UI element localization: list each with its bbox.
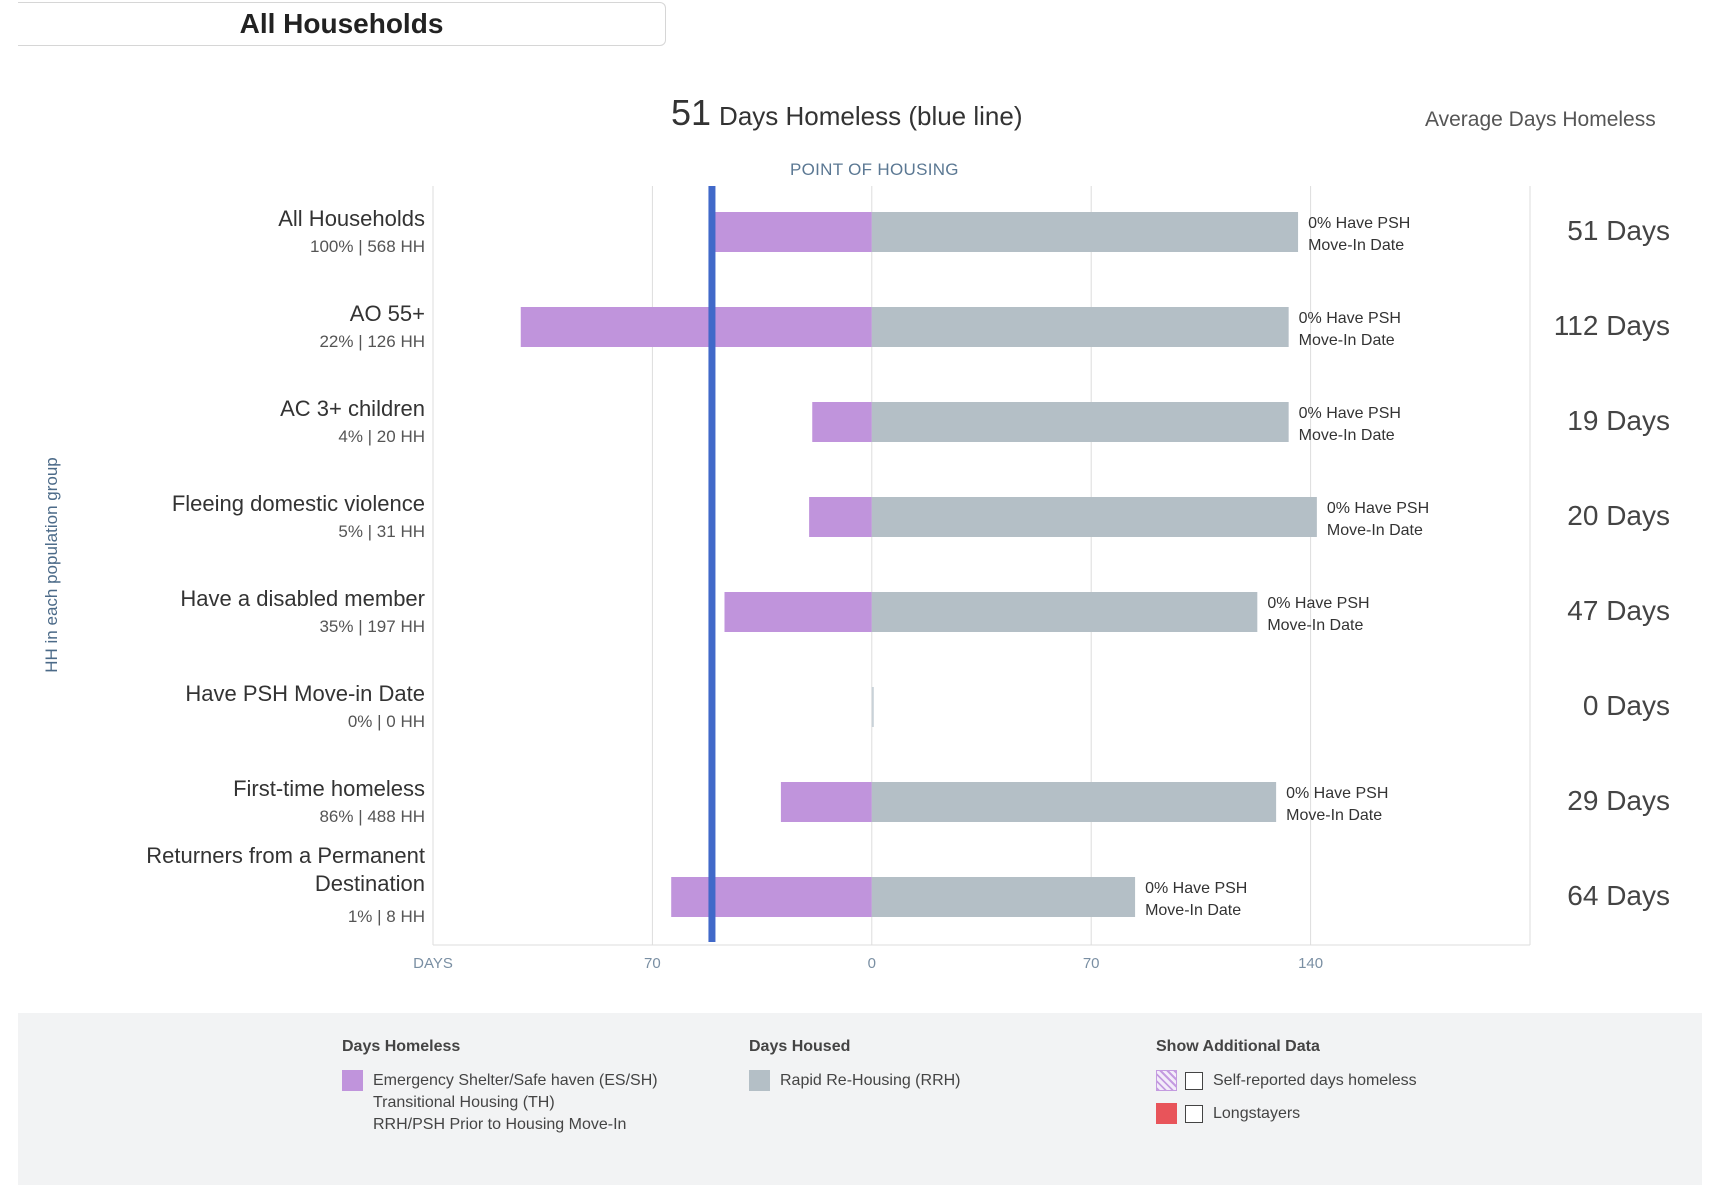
housed-bar: [871, 497, 1317, 537]
housed-bar: [871, 592, 1258, 632]
homeless-bar: [520, 307, 872, 347]
housed-swatch: [749, 1070, 770, 1091]
legend-days-housed: Days Housed Rapid Re-Housing (RRH): [749, 1038, 961, 1104]
bar-annotation: 0% Have PSH: [1145, 880, 1247, 897]
legend-days-homeless-title: Days Homeless: [342, 1038, 461, 1055]
x-tick-label: DAYS: [413, 955, 453, 972]
row-label: Destination: [315, 871, 425, 896]
homeless-bar: [812, 402, 872, 442]
bar-annotation: 0% Have PSH: [1299, 405, 1401, 422]
point-of-housing-label: POINT OF HOUSING: [790, 160, 959, 179]
legend-panel: Days Homeless Emergency Shelter/Safe hav…: [18, 1013, 1702, 1185]
housed-bar: [871, 307, 1289, 347]
legend-item-longstayers: Longstayers: [1213, 1104, 1301, 1122]
legend-additional-data: Show Additional Data Self-reported days …: [1156, 1038, 1417, 1136]
bar-annotation: 0% Have PSH: [1286, 785, 1388, 802]
average-days-value: 19 Days: [1567, 405, 1670, 436]
row-label: First-time homeless: [233, 776, 425, 801]
row-label: Have PSH Move-in Date: [185, 681, 425, 706]
x-tick-label: 0: [868, 955, 876, 972]
row-sublabel: 5% | 31 HH: [338, 522, 425, 541]
days-homeless-chart: DAYS 70 0 70 140 All Households 100% | 568 HH 0…: [146, 186, 1670, 972]
average-days-value: 112 Days: [1554, 310, 1670, 341]
headline-text: Days Homeless (blue line): [719, 101, 1023, 131]
average-days-value: 29 Days: [1567, 785, 1670, 816]
bar-annotation: 0% Have PSH: [1327, 500, 1429, 517]
self-reported-checkbox[interactable]: [1185, 1071, 1203, 1090]
bar-annotation: Move-In Date: [1299, 427, 1395, 444]
household-filter-dropdown[interactable]: All Households: [18, 2, 666, 46]
average-days-value: 64 Days: [1567, 880, 1670, 911]
homeless-bar: [724, 592, 872, 632]
row-sublabel: 100% | 568 HH: [310, 237, 425, 256]
row-sublabel: 35% | 197 HH: [319, 617, 425, 636]
legend-item-th: Transitional Housing (TH): [373, 1094, 555, 1111]
bar-annotation: 0% Have PSH: [1308, 215, 1410, 232]
homeless-bar: [711, 212, 872, 252]
longstayers-swatch: [1156, 1103, 1177, 1124]
row-label: AC 3+ children: [280, 396, 425, 421]
row-label: All Households: [278, 206, 425, 231]
homeless-swatch: [342, 1070, 363, 1091]
average-days-value: 47 Days: [1567, 595, 1670, 626]
legend-days-housed-title: Days Housed: [749, 1038, 851, 1055]
bar-annotation: Move-In Date: [1267, 617, 1363, 634]
housed-bar: [871, 212, 1299, 252]
legend-days-homeless: Days Homeless Emergency Shelter/Safe hav…: [342, 1038, 658, 1148]
legend-item-self-reported: Self-reported days homeless: [1213, 1071, 1417, 1089]
row-sublabel: 0% | 0 HH: [348, 712, 425, 731]
row-label: AO 55+: [350, 301, 425, 326]
bar-annotation: 0% Have PSH: [1299, 310, 1401, 327]
row-label: Have a disabled member: [180, 586, 425, 611]
row-sublabel: 22% | 126 HH: [319, 332, 425, 351]
headline: 51 Days Homeless (blue line): [671, 92, 1023, 134]
self-reported-swatch: [1156, 1070, 1177, 1091]
average-days-value: 51 Days: [1567, 215, 1670, 246]
row-label: Returners from a Permanent: [146, 843, 425, 868]
housed-bar: [871, 877, 1136, 917]
x-tick-label: 140: [1298, 955, 1323, 972]
average-days-title: Average Days Homeless: [1425, 108, 1656, 131]
row-label: Fleeing domestic violence: [172, 491, 425, 516]
bar-annotation: Move-In Date: [1299, 332, 1395, 349]
legend-additional-title: Show Additional Data: [1156, 1038, 1320, 1055]
row-sublabel: 86% | 488 HH: [319, 807, 425, 826]
legend-item-rrh: Rapid Re-Housing (RRH): [780, 1072, 961, 1089]
x-tick-label: 70: [644, 955, 661, 972]
bar-annotation: 0% Have PSH: [1267, 595, 1369, 612]
average-days-value: 0 Days: [1583, 690, 1670, 721]
housed-bar: [871, 402, 1289, 442]
x-tick-label: 70: [1083, 955, 1100, 972]
bar-annotation: Move-In Date: [1308, 237, 1404, 254]
headline-value: 51: [671, 92, 712, 133]
homeless-bar: [780, 782, 872, 822]
legend-item-es-sh: Emergency Shelter/Safe haven (ES/SH): [373, 1072, 658, 1089]
homeless-bar: [671, 877, 872, 917]
legend-item-rrh-psh-prior: RRH/PSH Prior to Housing Move-In: [373, 1116, 627, 1133]
bar-annotation: Move-In Date: [1286, 807, 1382, 824]
longstayers-checkbox[interactable]: [1185, 1104, 1203, 1123]
bar-annotation: Move-In Date: [1145, 902, 1241, 919]
bar-annotation: Move-In Date: [1327, 522, 1423, 539]
average-days-value: 20 Days: [1567, 500, 1670, 531]
household-filter-label: All Households: [239, 8, 444, 39]
row-sublabel: 4% | 20 HH: [338, 427, 425, 446]
homeless-bar: [809, 497, 872, 537]
housed-bar: [871, 782, 1277, 822]
row-sublabel: 1% | 8 HH: [348, 907, 425, 926]
